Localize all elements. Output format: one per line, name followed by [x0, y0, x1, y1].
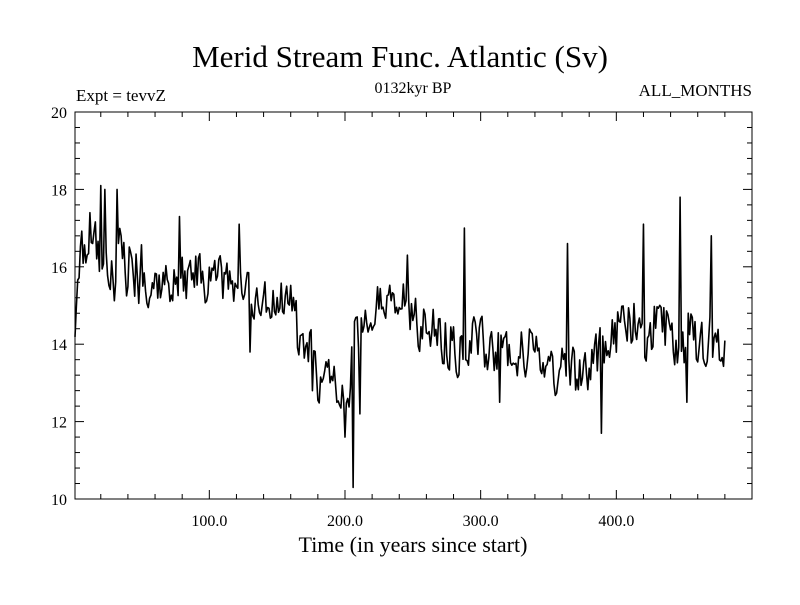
y-tick-label: 18	[51, 182, 67, 199]
y-tick-label: 16	[51, 260, 67, 277]
axis-ticks	[75, 111, 753, 500]
experiment-label: Expt = tevvZ	[76, 86, 166, 105]
x-tick-label: 300.0	[463, 513, 499, 530]
period-label: 0132kyr BP	[375, 80, 452, 97]
plot-frame	[74, 111, 753, 500]
x-tick-label: 400.0	[598, 513, 634, 530]
x-tick-label: 100.0	[191, 513, 227, 530]
x-tick-labels: 100.0 200.0 300.0 400.0	[191, 513, 634, 530]
chart-title: Merid Stream Func. Atlantic (Sv)	[192, 39, 608, 74]
x-axis-label: Time (in years since start)	[299, 532, 528, 557]
y-tick-label: 20	[51, 105, 67, 122]
y-tick-label: 10	[51, 492, 67, 509]
months-label: ALL_MONTHS	[639, 81, 752, 100]
y-tick-label: 12	[51, 415, 67, 432]
x-tick-label: 200.0	[327, 513, 363, 530]
y-tick-label: 14	[51, 337, 67, 354]
series-line	[74, 184, 726, 489]
y-tick-labels: 10 12 14 16 18 20	[51, 105, 67, 509]
